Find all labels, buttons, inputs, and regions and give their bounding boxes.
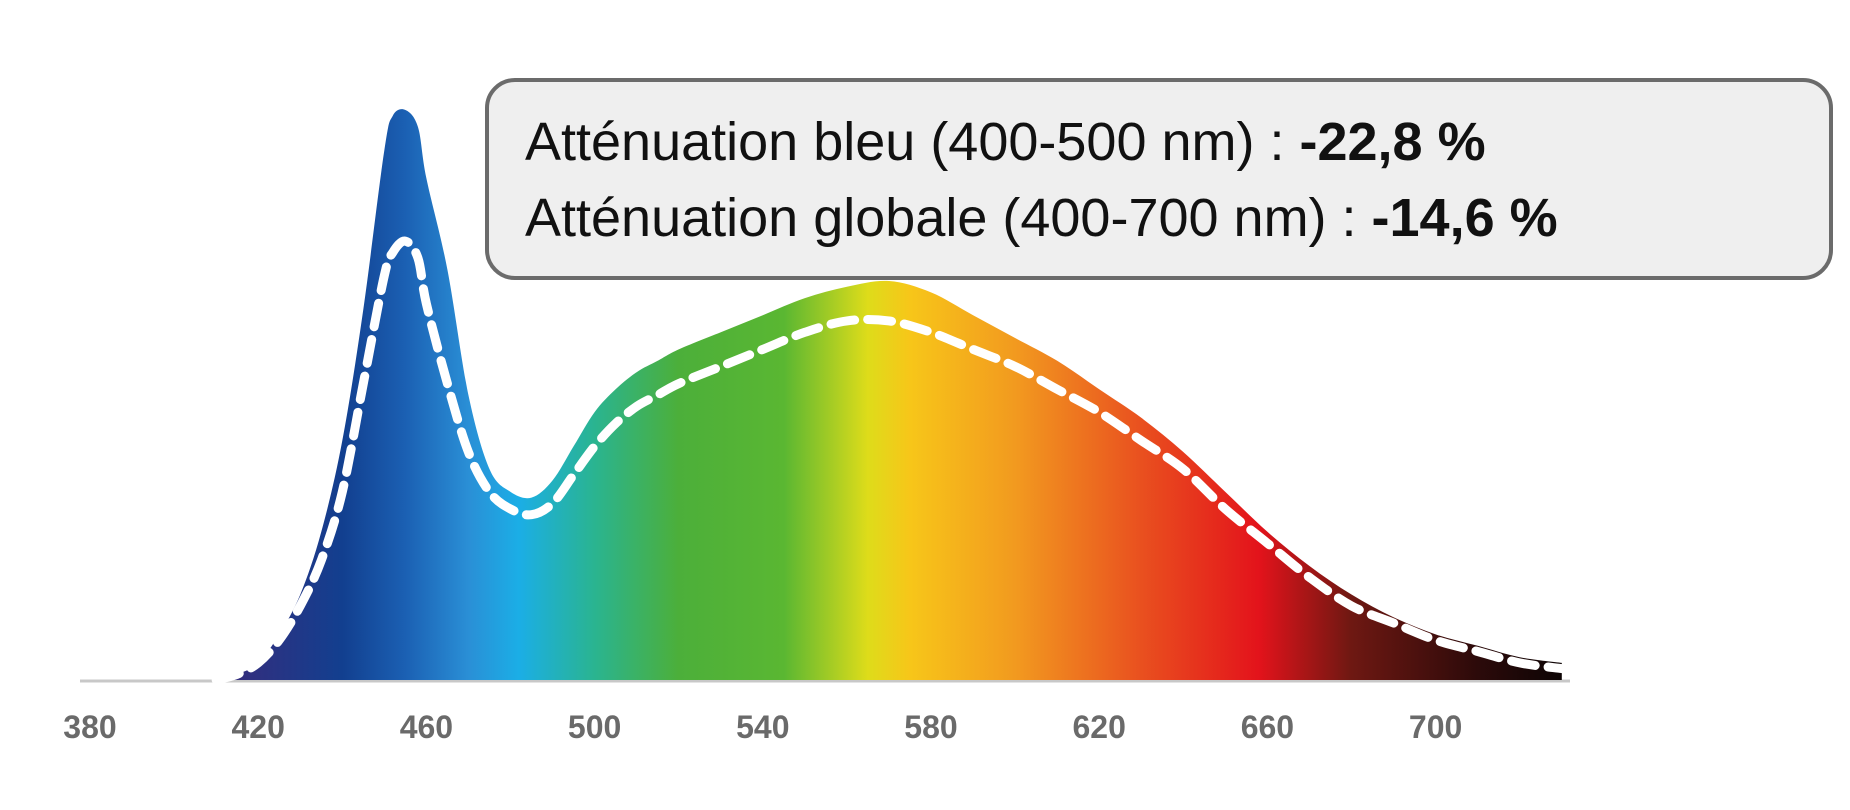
attenuated-dashed-line-series-2: [211, 236, 1567, 685]
global-attenuation-line: Atténuation globale (400-700 nm) : -14,6…: [525, 180, 1829, 256]
x-tick-label-500: 500: [568, 709, 621, 745]
spectrum-area-series-1: [216, 109, 1562, 680]
x-tick-label-380: 380: [63, 709, 116, 745]
blue-attenuation-line: Atténuation bleu (400-500 nm) : -22,8 %: [525, 104, 1829, 180]
attenuation-info-box: Atténuation bleu (400-500 nm) : -22,8 % …: [485, 78, 1833, 280]
x-tick-label-460: 460: [400, 709, 453, 745]
x-tick-label-580: 580: [904, 709, 957, 745]
global-attenuation-label: Atténuation globale (400-700 nm) :: [525, 188, 1372, 248]
global-attenuation-value: -14,6 %: [1371, 188, 1558, 248]
x-tick-label-700: 700: [1409, 709, 1462, 745]
blue-attenuation-label: Atténuation bleu (400-500 nm) :: [525, 112, 1300, 172]
x-tick-label-660: 660: [1241, 709, 1294, 745]
x-tick-label-420: 420: [232, 709, 285, 745]
x-tick-label-620: 620: [1073, 709, 1126, 745]
blue-attenuation-value: -22,8 %: [1299, 112, 1486, 172]
x-tick-label-540: 540: [736, 709, 789, 745]
